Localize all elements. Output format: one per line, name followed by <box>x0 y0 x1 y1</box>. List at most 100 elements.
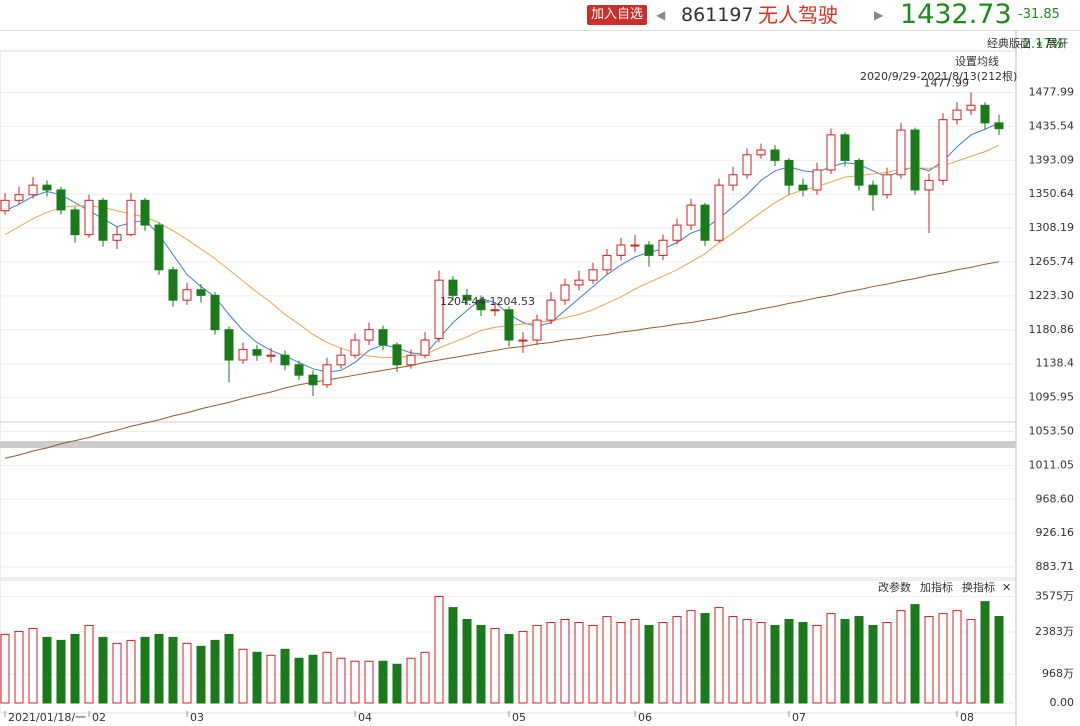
layout-toggle[interactable]: 经典版面 <box>987 36 1031 50</box>
change-pct: -2.17% <box>1018 37 1064 52</box>
close-button[interactable]: ✕ <box>1002 581 1011 594</box>
volume-bar <box>308 654 318 704</box>
prev-arrow[interactable]: ◀ <box>656 8 666 22</box>
candle-body <box>826 134 836 171</box>
volume-bar <box>168 636 178 704</box>
volume-bar <box>140 636 150 704</box>
candle-body <box>518 339 528 342</box>
volume-bar <box>98 636 108 704</box>
volume-bar <box>70 633 80 704</box>
candle-body <box>644 244 654 256</box>
volume-bar <box>350 660 360 704</box>
volume-tick-label: 0.00 <box>1050 696 1075 709</box>
next-arrow[interactable]: ▶ <box>874 8 884 22</box>
volume-bar <box>462 619 472 704</box>
candle-body <box>448 279 458 296</box>
candle-body <box>392 344 402 366</box>
candle-body <box>98 199 108 241</box>
add-watchlist-button[interactable]: 加入自选 <box>587 5 648 25</box>
add-indicator[interactable]: 加指标 <box>920 580 953 594</box>
volume-bar <box>532 624 542 704</box>
x-tick-label: 04 <box>358 711 372 724</box>
volume-bar <box>700 613 710 704</box>
volume-bar <box>364 660 374 704</box>
volume-bar <box>952 610 962 704</box>
volume-bar <box>196 645 206 704</box>
y-tick-label: 1435.54 <box>1029 119 1075 132</box>
candle-body <box>560 284 570 301</box>
candle-body <box>196 289 206 296</box>
expand-toggle[interactable]: « 展开 <box>1036 37 1068 50</box>
volume-bar <box>714 607 724 704</box>
candle-body <box>182 289 192 301</box>
y-tick-label: 1180.86 <box>1029 323 1075 336</box>
volume-bar <box>574 621 584 704</box>
candle-body <box>84 199 94 236</box>
volume-bar <box>224 633 234 704</box>
y-tick-label: 1053.50 <box>1029 424 1075 437</box>
volume-bar <box>42 636 52 704</box>
y-tick-label: 926.16 <box>1036 526 1075 539</box>
volume-bar <box>728 616 738 704</box>
candle-body <box>630 244 640 247</box>
candle-body <box>238 349 248 361</box>
candle-body <box>938 119 948 181</box>
candle-body <box>700 204 710 241</box>
volume-bar <box>84 624 94 704</box>
header: 加入自选 ◀ 861197 无人驾驶 ▶ 1432.73 -31.85 -2.17… <box>0 0 1080 52</box>
candle-body <box>0 199 10 212</box>
candle-body <box>308 374 318 386</box>
candle-body <box>322 364 332 386</box>
volume-bar <box>994 616 1004 704</box>
range-label[interactable]: 2020/9/29-2021/8/13(212根) <box>860 69 1017 83</box>
candle-body <box>504 309 514 341</box>
volume-bar <box>602 616 612 704</box>
candle-body <box>728 174 738 186</box>
ma-line <box>4 261 1000 459</box>
candle-body <box>28 184 38 196</box>
volume-bar <box>420 651 430 704</box>
candle-body <box>252 349 262 356</box>
volume-bar <box>322 651 332 704</box>
candle-body <box>140 199 150 226</box>
candle-body <box>980 104 990 124</box>
volume-tick-label: 2383万 <box>1035 625 1074 638</box>
volume-bar <box>294 657 304 704</box>
volume-bar <box>14 630 24 704</box>
switch-indicator[interactable]: 换指标 <box>962 580 995 594</box>
y-tick-label: 1477.99 <box>1029 86 1075 99</box>
volume-bar <box>112 642 122 704</box>
volume-bar <box>868 624 878 704</box>
volume-bar <box>924 616 934 704</box>
volume-bar <box>28 627 38 704</box>
candle-body <box>616 244 626 256</box>
volume-bar <box>896 610 906 704</box>
candle-body <box>154 224 164 271</box>
volume-bar <box>546 621 556 704</box>
y-tick-label: 883.71 <box>1036 560 1075 573</box>
candle-body <box>280 354 290 366</box>
candle-body <box>994 122 1004 130</box>
volume-bar <box>0 633 10 704</box>
volume-bar <box>238 648 248 704</box>
param-button[interactable]: 改参数 <box>878 580 911 594</box>
candle-body <box>168 269 178 301</box>
y-tick-label: 968.60 <box>1036 492 1075 505</box>
stock-name: 无人驾驶 <box>758 3 838 27</box>
candle-body <box>966 104 976 111</box>
set-ma[interactable]: 设置均线 <box>955 54 999 68</box>
volume-bar <box>672 616 682 704</box>
volume-bar <box>770 624 780 704</box>
candle-body <box>882 174 892 196</box>
candle-body <box>532 319 542 341</box>
candle-body <box>378 329 388 346</box>
volume-bar <box>560 619 570 704</box>
candle-body <box>770 149 780 161</box>
change-abs: -31.85 <box>1018 7 1060 22</box>
volume-bar <box>686 610 696 704</box>
volume-bar <box>266 654 276 704</box>
y-tick-label: 1138.4 <box>1036 357 1075 370</box>
candle-body <box>336 354 346 366</box>
